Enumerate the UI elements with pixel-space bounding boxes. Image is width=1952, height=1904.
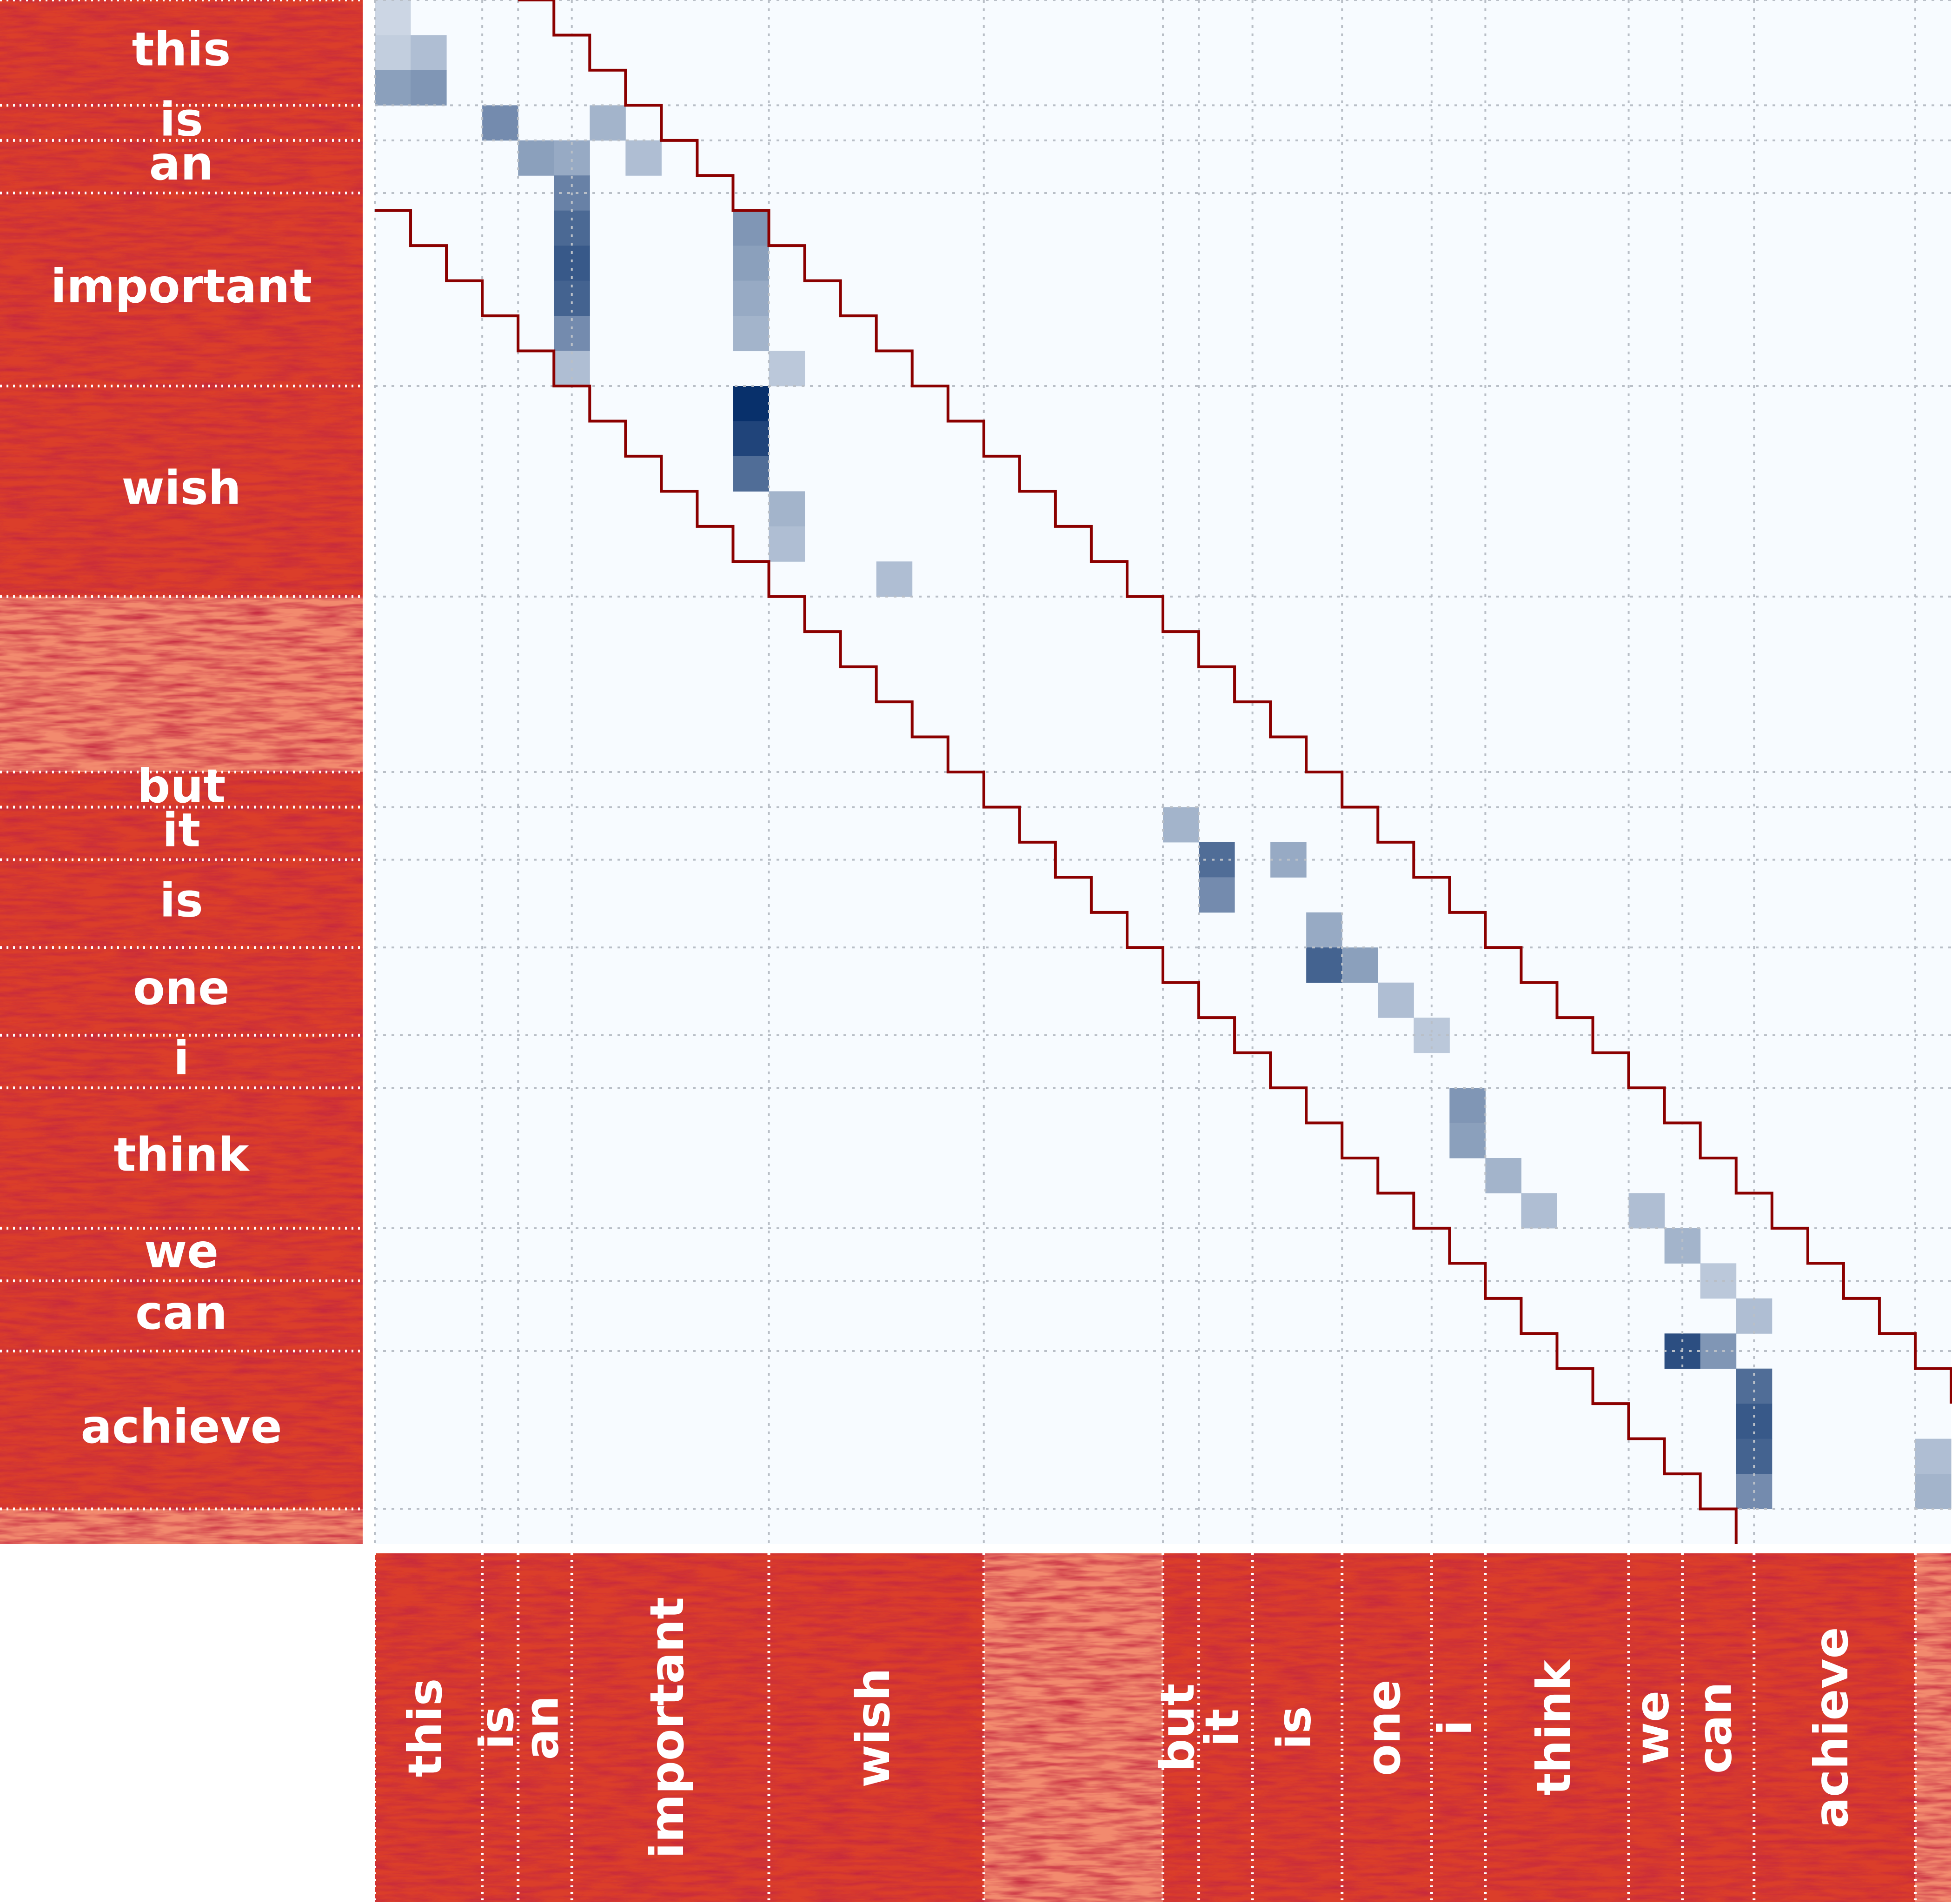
heatmap-cell	[769, 526, 805, 562]
word-label-left: achieve	[80, 1399, 282, 1454]
word-label-left: an	[149, 136, 214, 191]
heatmap-cell	[733, 246, 769, 281]
heatmap-cell	[590, 105, 626, 141]
heatmap-cell	[1306, 947, 1342, 983]
word-label-bottom: wish	[846, 1668, 900, 1787]
word-label-left: is	[159, 92, 203, 146]
word-label-left: but	[137, 759, 226, 813]
diagonal-band-lines	[375, 0, 1952, 1544]
heatmap-cell	[769, 351, 805, 386]
band-lower-line	[375, 209, 1738, 1544]
spectrogram-texture	[375, 1553, 1951, 1902]
heatmap-cell	[876, 561, 913, 597]
word-label-bottom: can	[1688, 1682, 1742, 1774]
heatmap-cell	[1378, 982, 1414, 1018]
word-label-left: is	[159, 873, 203, 927]
word-label-bottom: but	[1150, 1684, 1205, 1772]
word-label-bottom: important	[640, 1597, 694, 1858]
heatmap-cell	[1521, 1193, 1557, 1229]
word-label-bottom: one	[1356, 1679, 1411, 1776]
word-label-bottom: think	[1527, 1659, 1581, 1795]
word-label-left: important	[51, 259, 312, 313]
heatmap-cell	[1736, 1438, 1773, 1474]
word-label-bottom: this	[398, 1678, 452, 1778]
heatmap-cell	[1449, 1088, 1486, 1124]
word-label-bottom: an	[514, 1696, 569, 1760]
word-label-bottom: is	[1267, 1706, 1321, 1750]
word-label-bottom: is	[470, 1706, 524, 1750]
heatmap-cell	[1915, 1474, 1952, 1510]
heatmap-cell	[554, 140, 590, 176]
heatmap-cell	[733, 456, 769, 492]
heatmap-cell	[1306, 912, 1342, 948]
heatmap-cell	[769, 491, 805, 527]
word-label-bottom: i	[1428, 1720, 1482, 1736]
heatmap-cell	[554, 246, 590, 281]
heatmap-cell	[733, 210, 769, 246]
heatmap-cell	[733, 386, 769, 421]
word-label-left: it	[162, 803, 200, 857]
word-label-left: wish	[121, 461, 241, 515]
band-upper-line	[518, 0, 1952, 1404]
heatmap-cell	[733, 421, 769, 457]
heatmap-cell	[518, 140, 554, 176]
heatmap-cell	[1485, 1158, 1521, 1193]
word-label-left: one	[133, 961, 230, 1015]
heatmap-cell	[1163, 807, 1199, 843]
heatmap-cell	[375, 70, 411, 106]
heatmap-cell	[625, 140, 662, 176]
word-label-left: i	[173, 1031, 189, 1085]
heatmap-cell	[375, 0, 411, 35]
heatmap-cell	[733, 316, 769, 352]
heatmap-cell	[1449, 1123, 1486, 1158]
heatmap-cell	[1915, 1438, 1952, 1474]
heatmap-cell	[411, 35, 447, 71]
word-label-bottom: achieve	[1804, 1627, 1859, 1828]
word-label-bottom: we	[1625, 1691, 1680, 1765]
word-label-left: we	[144, 1224, 219, 1278]
heatmap-cell	[733, 280, 769, 316]
heatmap-cell	[1342, 947, 1378, 983]
left-spectrogram: thisisanimportantwishbutitisoneithinkwec…	[0, 0, 363, 1544]
heatmap-cell	[411, 70, 447, 106]
heatmap-cell	[1199, 877, 1235, 913]
word-label-left: this	[132, 22, 231, 77]
heatmap-cell	[375, 35, 411, 71]
heatmap-cell	[482, 105, 518, 141]
word-label-left: can	[135, 1285, 227, 1340]
heatmap-cell	[1628, 1193, 1665, 1229]
word-label-left: think	[114, 1127, 250, 1182]
word-label-bottom: it	[1195, 1709, 1249, 1747]
heatmap-cells	[375, 0, 1952, 1510]
